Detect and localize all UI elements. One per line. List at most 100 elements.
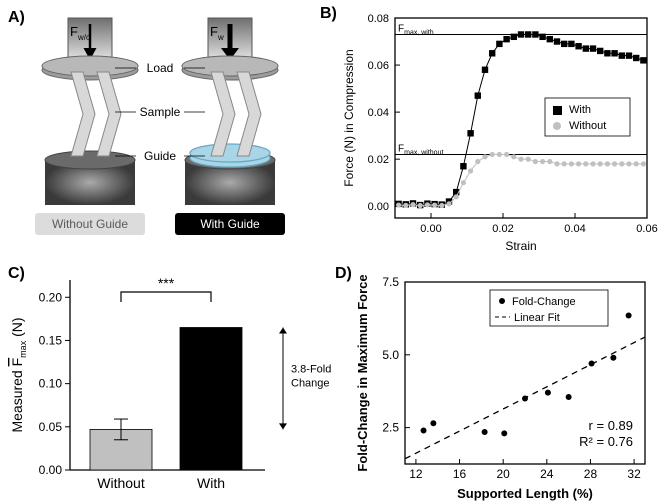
point [589,361,595,367]
marker [562,161,567,166]
callout: Load [147,61,174,75]
marker [461,180,466,185]
marker [526,157,531,162]
ytick: 0.06 [368,60,389,72]
sig: *** [158,275,175,291]
marker [540,159,545,164]
point [482,429,488,435]
xlabel: Strain [505,239,536,253]
ytick: 0.00 [39,463,63,477]
xtick: 20 [497,467,511,481]
xtick: 0.06 [636,223,657,235]
marker [496,41,502,47]
marker [554,38,560,44]
marker [454,194,459,199]
legend-label: With [569,104,591,116]
marker [490,152,495,157]
marker [583,45,589,51]
marker [612,161,617,166]
marker [532,31,538,37]
marker [575,43,581,49]
panel-c: 0.000.050.100.150.20WithoutWith***3.8-Fo… [9,275,331,491]
badge-text: With Guide [200,217,260,231]
ytick: 2.5 [382,421,399,435]
marker [460,163,466,169]
xtick: 0.04 [564,223,585,235]
marker [475,92,481,98]
marker [396,202,401,207]
marker [569,161,574,166]
ytick: 5.0 [382,348,399,362]
marker [468,168,473,173]
ytick: 0.04 [368,107,389,119]
sample-leg [237,72,261,156]
marker [626,52,632,58]
marker [482,154,487,159]
ylabel: Fold-Change in Maximum Force [355,274,370,471]
panel-c-label: C) [8,265,25,282]
point [626,312,632,318]
legend-label: Linear Fit [514,312,560,324]
point [430,420,436,426]
marker [641,161,646,166]
marker [432,202,437,207]
marker [633,55,639,61]
marker [511,154,516,159]
stats: R² = 0.76 [579,434,633,449]
xtick: 24 [540,467,554,481]
bar [180,328,242,471]
bar-label: With [197,475,225,491]
panel-b: 0.000.020.040.060.000.020.040.060.08Fmax… [342,13,658,253]
panel-d-label: D) [335,265,352,282]
marker [626,161,631,166]
marker [539,34,545,40]
marker [439,203,444,208]
marker [590,45,596,51]
callout: Guide [144,149,176,163]
badge-text: Without Guide [52,217,128,231]
ytick: 0.10 [39,377,63,391]
panel-a-label: A) [8,9,25,26]
marker [598,161,603,166]
marker [561,41,567,47]
ytick: 0.08 [368,13,389,25]
marker [511,34,517,40]
marker [547,36,553,42]
panel-b-label: B) [320,5,337,22]
callout: Sample [140,105,181,119]
marker [605,161,610,166]
point [522,395,528,401]
marker [497,152,502,157]
ytick: 0.00 [368,201,389,213]
marker [604,50,610,56]
xtick: 0.00 [420,223,441,235]
marker [518,31,524,37]
panel-d: 1216202428322.55.07.5Fold-ChangeLinear F… [355,274,645,501]
stats: r = 0.89 [589,418,633,433]
marker [597,48,603,54]
marker [467,130,473,136]
marker [446,201,451,206]
marker [518,157,523,162]
ytick: 0.20 [39,290,63,304]
marker [583,161,588,166]
ytick: 0.15 [39,333,63,347]
marker [418,203,423,208]
marker [403,203,408,208]
marker [410,202,415,207]
point [501,430,507,436]
point [545,390,551,396]
xtick: 28 [584,467,598,481]
xtick: 16 [453,467,467,481]
marker [504,152,509,157]
marker [640,57,646,63]
marker [611,50,617,56]
ytick: 7.5 [382,275,399,289]
bar-label: Without [97,475,145,491]
legend-label: Without [569,120,606,132]
marker [554,161,559,166]
marker [425,202,430,207]
legend-label: Fold-Change [512,296,576,308]
xtick: 32 [627,467,641,481]
fold-text: 3.8-Fold [291,363,331,375]
